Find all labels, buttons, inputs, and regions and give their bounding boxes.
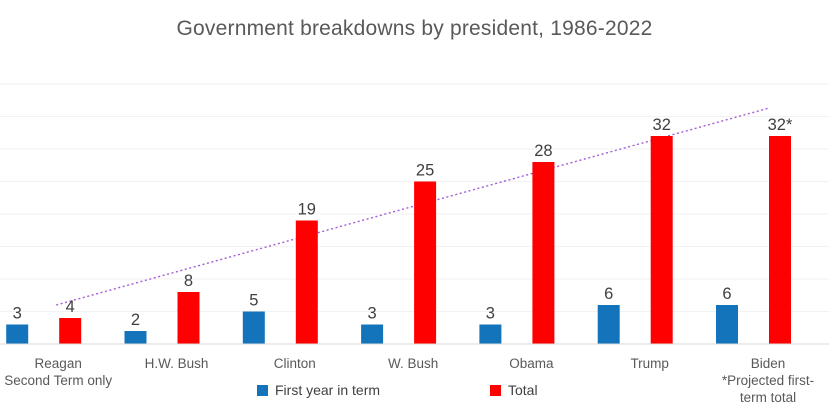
legend-swatch-first-year-icon: [257, 384, 268, 396]
legend-label-total: Total: [508, 382, 538, 398]
bar-first-year-in-term: [6, 324, 29, 344]
bar-total: [769, 136, 791, 344]
category-label: Reagan: [35, 356, 82, 371]
legend-item-total: Total: [490, 382, 538, 398]
bar-total: [177, 292, 200, 344]
bar-first-year-in-term: [124, 331, 147, 344]
category-note: term total: [740, 390, 796, 405]
legend-swatch-total-icon: [490, 384, 501, 396]
bar-data-label: 3: [368, 305, 377, 323]
chart-title: Government breakdowns by president, 1986…: [176, 17, 653, 40]
bar-data-label: 6: [722, 285, 731, 303]
bar-data-label: 6: [604, 285, 613, 303]
category-label: Clinton: [274, 356, 316, 371]
bar-first-year-in-term: [242, 311, 265, 344]
bar-total: [650, 136, 673, 344]
bar-total: [532, 162, 555, 344]
bar-total: [414, 181, 437, 344]
category-label: H.W. Bush: [145, 356, 209, 371]
bar-data-label: 19: [298, 201, 316, 219]
bar-data-label: 5: [249, 292, 258, 310]
category-label: Biden: [751, 356, 786, 371]
bar-data-label: 32: [653, 116, 671, 134]
category-label: Obama: [509, 356, 554, 371]
legend-label-first-year: First year in term: [275, 382, 381, 398]
bar-total: [295, 220, 318, 344]
bar-total: [59, 318, 82, 344]
bar-first-year-in-term: [597, 305, 620, 344]
trendline-dotted: [56, 107, 770, 306]
bar-data-label: 8: [184, 272, 193, 290]
bar-data-label: 32*: [768, 116, 793, 134]
legend-item-first-year-in-term: First year in term: [257, 382, 380, 398]
bar-first-year-in-term: [479, 324, 502, 344]
bar-data-label: 2: [131, 311, 140, 329]
bar-data-label: 4: [66, 298, 75, 316]
category-note: *Projected first-: [722, 373, 814, 388]
category-label: Trump: [630, 356, 669, 371]
bar-data-label: 28: [534, 142, 552, 160]
bar-first-year-in-term: [716, 305, 738, 344]
bar-data-label: 3: [486, 305, 495, 323]
category-note: Second Term only: [4, 373, 112, 388]
bar-data-label: 25: [416, 162, 434, 180]
bar-first-year-in-term: [361, 324, 384, 344]
category-label: W. Bush: [388, 356, 438, 371]
bar-data-label: 3: [13, 305, 22, 323]
